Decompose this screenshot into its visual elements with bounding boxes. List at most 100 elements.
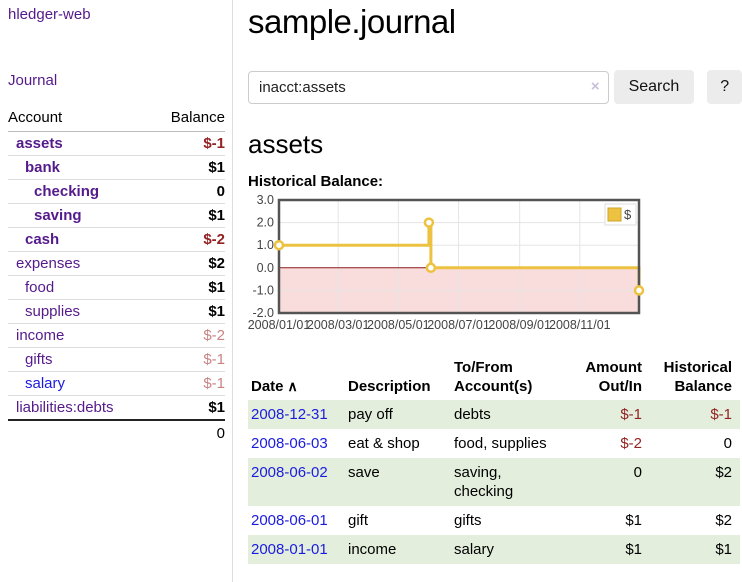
transaction-row: 2008-06-01 gift gifts $1 $2 (248, 506, 740, 535)
account-link[interactable]: checking (34, 183, 100, 200)
search-box: × (248, 70, 609, 104)
svg-text:2008/11/01: 2008/11/01 (549, 318, 611, 332)
transaction-amount: 0 (633, 464, 642, 481)
transaction-accounts: saving, checking (454, 464, 514, 500)
account-link[interactable]: salary (25, 375, 66, 392)
account-row: checking 0 (8, 179, 225, 204)
account-row: expenses $2 (8, 251, 225, 276)
account-link[interactable]: cash (25, 231, 60, 248)
transaction-row: 2008-01-01 income salary $1 $1 (248, 535, 740, 564)
search-input[interactable] (248, 70, 609, 104)
account-balance: $-1 (151, 347, 225, 372)
svg-text:-2.0: -2.0 (252, 306, 274, 320)
accounts-total-balance: 0 (216, 425, 225, 442)
svg-text:2008/01/01: 2008/01/01 (248, 318, 310, 332)
page-title: sample.journal (248, 3, 456, 40)
transaction-description: eat & shop (348, 435, 420, 452)
account-balance: $-1 (151, 371, 225, 396)
svg-text:1.0: 1.0 (257, 238, 274, 252)
transaction-date-link[interactable]: 2008-01-01 (251, 541, 328, 558)
account-balance: $-2 (151, 227, 225, 252)
account-balance: $2 (151, 251, 225, 276)
transaction-date-link[interactable]: 2008-12-31 (251, 406, 328, 423)
transaction-balance: $2 (715, 464, 732, 481)
register-header-account: To/From Account(s) (454, 359, 533, 395)
transaction-date-link[interactable]: 2008-06-02 (251, 464, 328, 481)
register-heading: assets (248, 129, 324, 159)
transaction-description: gift (348, 512, 369, 529)
account-balance: $1 (151, 299, 225, 324)
transaction-balance: $1 (715, 541, 732, 558)
accounts-table: Account Balance assets $-1 bank $1 checking 0… (8, 106, 225, 445)
register-header-amount: Amount Out/In (585, 359, 642, 395)
search-button[interactable]: Search (613, 70, 695, 104)
account-row: bank $1 (8, 155, 225, 180)
transaction-balance: $2 (715, 512, 732, 529)
account-balance: $1 (151, 275, 225, 300)
transaction-accounts: salary (454, 541, 495, 558)
account-link[interactable]: liabilities:debts (16, 399, 114, 416)
transaction-date-link[interactable]: 2008-06-03 (251, 435, 328, 452)
register-header-balance: Historical Balance (663, 359, 732, 395)
account-link[interactable]: expenses (16, 255, 81, 272)
account-balance: $1 (151, 395, 225, 421)
help-button[interactable]: ? (707, 70, 742, 104)
svg-text:2008/09/01: 2008/09/01 (488, 318, 551, 332)
search-bar: × Search ? (248, 70, 742, 104)
account-link[interactable]: saving (34, 207, 82, 224)
transaction-row: 2008-06-03 eat & shop food, supplies $-2 0 (248, 429, 740, 458)
transaction-balance: $-1 (710, 406, 732, 423)
transaction-balance: 0 (723, 435, 732, 452)
transaction-row: 2008-12-31 pay off debts $-1 $-1 (248, 400, 740, 429)
transaction-amount: $1 (625, 512, 642, 529)
register-table: Date ∧ Description To/From Account(s) Amo… (248, 356, 740, 564)
svg-text:-1.0: -1.0 (252, 283, 274, 297)
account-row: assets $-1 (8, 131, 225, 156)
transaction-description: save (348, 464, 380, 481)
accounts-header-account: Account (8, 106, 152, 132)
account-row: liabilities:debts $1 (8, 395, 225, 421)
accounts-total-spacer (8, 420, 151, 445)
account-link[interactable]: assets (16, 135, 63, 152)
transaction-amount: $-1 (620, 406, 642, 423)
svg-text:0.0: 0.0 (257, 261, 274, 275)
account-balance: $1 (151, 155, 225, 180)
svg-text:2.0: 2.0 (257, 216, 274, 230)
historical-balance-chart[interactable]: $3.0 2.0 1.0 0.0 -1.0 -2.0 2008/01/01 2008/03/0… (248, 193, 648, 341)
transaction-accounts: debts (454, 406, 491, 423)
sort-ascending-icon: ∧ (287, 378, 298, 394)
account-link[interactable]: supplies (25, 303, 81, 320)
transaction-amount: $1 (625, 541, 642, 558)
clear-search-icon[interactable]: × (590, 77, 600, 95)
chart-title: Historical Balance: (248, 173, 384, 190)
account-row: income $-2 (8, 323, 225, 348)
account-balance: $-1 (151, 131, 225, 156)
svg-text:2008/03/01: 2008/03/01 (307, 318, 370, 332)
transaction-description: pay off (348, 406, 393, 423)
sidebar: hledger-web Journal Account Balance asse… (0, 0, 233, 582)
transaction-date-link[interactable]: 2008-06-01 (251, 512, 328, 529)
app-brand-link[interactable]: hledger-web (8, 6, 91, 23)
main-content: sample.journal × Search ? assets Histori… (248, 0, 742, 564)
account-balance: $1 (151, 203, 225, 228)
transaction-description: income (348, 541, 397, 558)
svg-text:3.0: 3.0 (257, 195, 274, 207)
account-link[interactable]: gifts (25, 351, 53, 368)
account-row: supplies $1 (8, 299, 225, 324)
account-row: saving $1 (8, 203, 225, 228)
sidebar-item-journal[interactable]: Journal (8, 72, 58, 89)
account-row: food $1 (8, 275, 225, 300)
svg-text:2008/05/01: 2008/05/01 (367, 318, 430, 332)
account-link[interactable]: food (25, 279, 55, 296)
transaction-row: 2008-06-02 save saving, checking 0 $2 (248, 458, 740, 506)
transaction-accounts: food, supplies (454, 435, 547, 452)
account-link[interactable]: income (16, 327, 65, 344)
accounts-header-balance: Balance (151, 106, 225, 132)
svg-text:2008/07/01: 2008/07/01 (427, 318, 490, 332)
account-balance: 0 (151, 179, 225, 204)
account-balance: $-2 (151, 323, 225, 348)
svg-text:$: $ (624, 207, 632, 222)
register-header-date[interactable]: Date ∧ (251, 378, 298, 395)
transaction-amount: $-2 (620, 435, 642, 452)
account-link[interactable]: bank (25, 159, 61, 176)
